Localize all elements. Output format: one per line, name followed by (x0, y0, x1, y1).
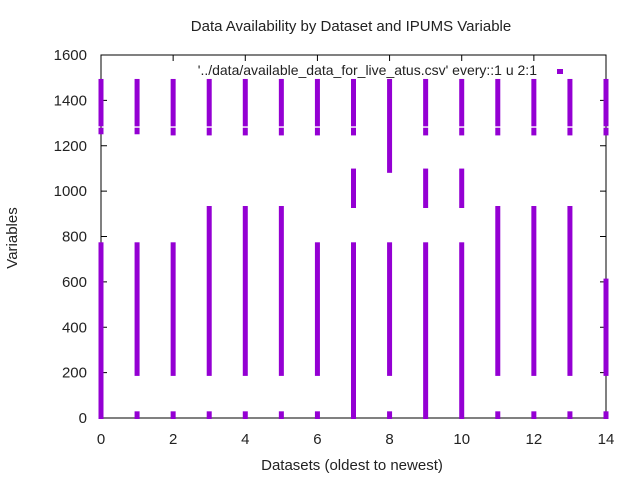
availability-segment (531, 78, 537, 127)
availability-segment (134, 127, 140, 135)
availability-segment (495, 78, 501, 127)
y-tick-label: 200 (62, 365, 87, 382)
y-tick-label: 0 (79, 410, 87, 427)
availability-segment (567, 127, 573, 136)
y-tick-label: 1400 (54, 92, 87, 109)
availability-segment (242, 127, 248, 136)
availability-segment (134, 242, 140, 376)
availability-segment (351, 168, 356, 209)
availability-segment (459, 168, 465, 209)
availability-segment (423, 168, 429, 209)
availability-segment (170, 411, 176, 419)
availability-segment (459, 242, 465, 419)
availability-segment (531, 411, 537, 419)
availability-segment (206, 411, 212, 419)
availability-segment (567, 206, 573, 376)
availability-segment (242, 411, 248, 419)
y-axis-label: Variables (4, 207, 21, 268)
availability-segment (423, 242, 429, 419)
availability-segment (206, 78, 212, 127)
availability-segment (242, 206, 248, 376)
availability-segment (603, 127, 609, 136)
data-series (98, 78, 609, 419)
x-tick-label: 0 (97, 431, 105, 448)
availability-segment (314, 411, 320, 419)
availability-segment (206, 127, 212, 136)
availability-segment (206, 206, 212, 376)
y-tick-label: 1000 (54, 183, 87, 200)
availability-segment (387, 78, 393, 173)
availability-segment (567, 411, 573, 419)
availability-segment (495, 411, 501, 419)
y-tick-label: 800 (62, 229, 87, 246)
y-tick-label: 1200 (54, 138, 87, 155)
availability-segment (423, 78, 429, 127)
availability-segment (387, 242, 393, 376)
availability-segment (531, 127, 537, 136)
availability-segment (603, 278, 609, 376)
availability-segment (495, 127, 501, 136)
availability-segment (278, 411, 284, 419)
availability-segment (314, 78, 320, 127)
x-tick-label: 14 (598, 431, 615, 448)
availability-segment (314, 242, 320, 376)
availability-segment (134, 78, 140, 127)
availability-segment (98, 242, 104, 417)
y-tick-label: 400 (62, 319, 87, 336)
x-tick-label: 12 (526, 431, 543, 448)
y-axis-ticks: 0 200 400 600 800 1000 1200 1400 1600 (54, 47, 606, 427)
availability-segment (170, 242, 176, 376)
x-axis-label: Datasets (oldest to newest) (261, 457, 443, 474)
availability-segment (98, 78, 104, 127)
x-tick-label: 10 (453, 431, 470, 448)
x-tick-label: 6 (313, 431, 321, 448)
chart-title: Data Availability by Dataset and IPUMS V… (191, 18, 511, 35)
y-tick-label: 600 (62, 274, 87, 291)
availability-segment (278, 78, 284, 127)
availability-segment (134, 411, 140, 419)
availability-segment (278, 127, 284, 136)
availability-segment (278, 206, 284, 376)
availability-segment (351, 78, 356, 127)
availability-segment (351, 242, 356, 419)
availability-segment (98, 127, 104, 135)
legend: '../data/available_data_for_live_atus.cs… (198, 62, 563, 78)
availability-segment (567, 78, 573, 127)
availability-segment (495, 206, 501, 376)
availability-segment (531, 206, 537, 376)
availability-segment (242, 78, 248, 127)
availability-segment (459, 127, 465, 136)
y-tick-label: 1600 (54, 47, 87, 64)
x-tick-label: 8 (385, 431, 393, 448)
availability-segment (387, 411, 393, 419)
x-tick-label: 4 (241, 431, 249, 448)
legend-marker (557, 69, 563, 74)
availability-segment (170, 78, 176, 127)
availability-segment (423, 127, 429, 136)
availability-segment (603, 411, 609, 419)
availability-segment (314, 127, 320, 136)
availability-segment (603, 78, 609, 127)
x-axis-ticks: 0 2 4 6 8 10 12 14 (97, 55, 615, 448)
availability-segment (170, 127, 176, 136)
legend-label: '../data/available_data_for_live_atus.cs… (198, 62, 537, 78)
availability-segment (351, 127, 356, 136)
x-tick-label: 2 (169, 431, 177, 448)
availability-segment (459, 78, 465, 127)
